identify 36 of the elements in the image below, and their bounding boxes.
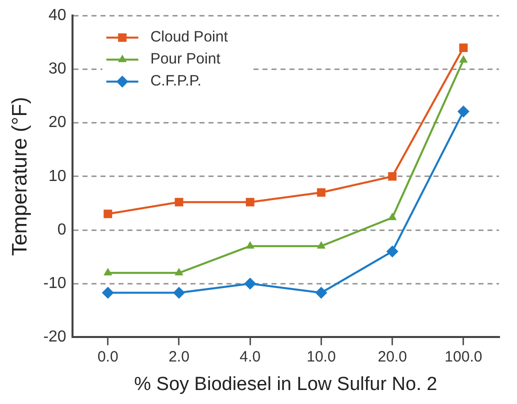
- x-tick-label: 2.0: [168, 348, 190, 366]
- point: [386, 245, 398, 258]
- point: [104, 268, 112, 276]
- point: [316, 188, 326, 197]
- point: [246, 198, 254, 206]
- y-tick-label: 0: [57, 221, 66, 238]
- point: [459, 55, 468, 63]
- x-tick-label: 0.0: [97, 348, 118, 366]
- y-axis-title: Temperature (°F): [8, 96, 32, 256]
- y-tick-label: -20: [43, 328, 66, 346]
- y-tick-label: 40: [48, 7, 66, 24]
- x-tick-label: 20.0: [378, 348, 407, 366]
- x-axis-title: % Soy Biodiesel in Low Sulfur No. 2: [134, 374, 438, 395]
- legend-label: Cloud Point: [150, 28, 229, 46]
- point: [244, 278, 256, 290]
- point: [315, 286, 328, 299]
- point: [459, 44, 468, 52]
- y-tick-label: 20: [48, 114, 66, 132]
- point: [316, 241, 326, 249]
- point: [388, 212, 397, 220]
- point: [388, 172, 397, 181]
- point: [174, 268, 184, 276]
- y-tick-label: -10: [43, 275, 66, 292]
- y-tick-label: 10: [48, 168, 66, 185]
- point: [102, 286, 114, 299]
- y-tick-label: 30: [48, 60, 66, 78]
- point: [246, 241, 254, 249]
- point: [172, 286, 185, 299]
- x-tick-label: 4.0: [240, 348, 261, 366]
- x-tick-label: 10.0: [306, 348, 336, 366]
- point: [104, 210, 112, 218]
- point: [457, 106, 470, 118]
- legend-label: C.F.P.P.: [150, 72, 202, 90]
- legend-label: Pour Point: [150, 50, 222, 68]
- point: [174, 198, 184, 206]
- x-tick-label: 100.0: [444, 348, 482, 366]
